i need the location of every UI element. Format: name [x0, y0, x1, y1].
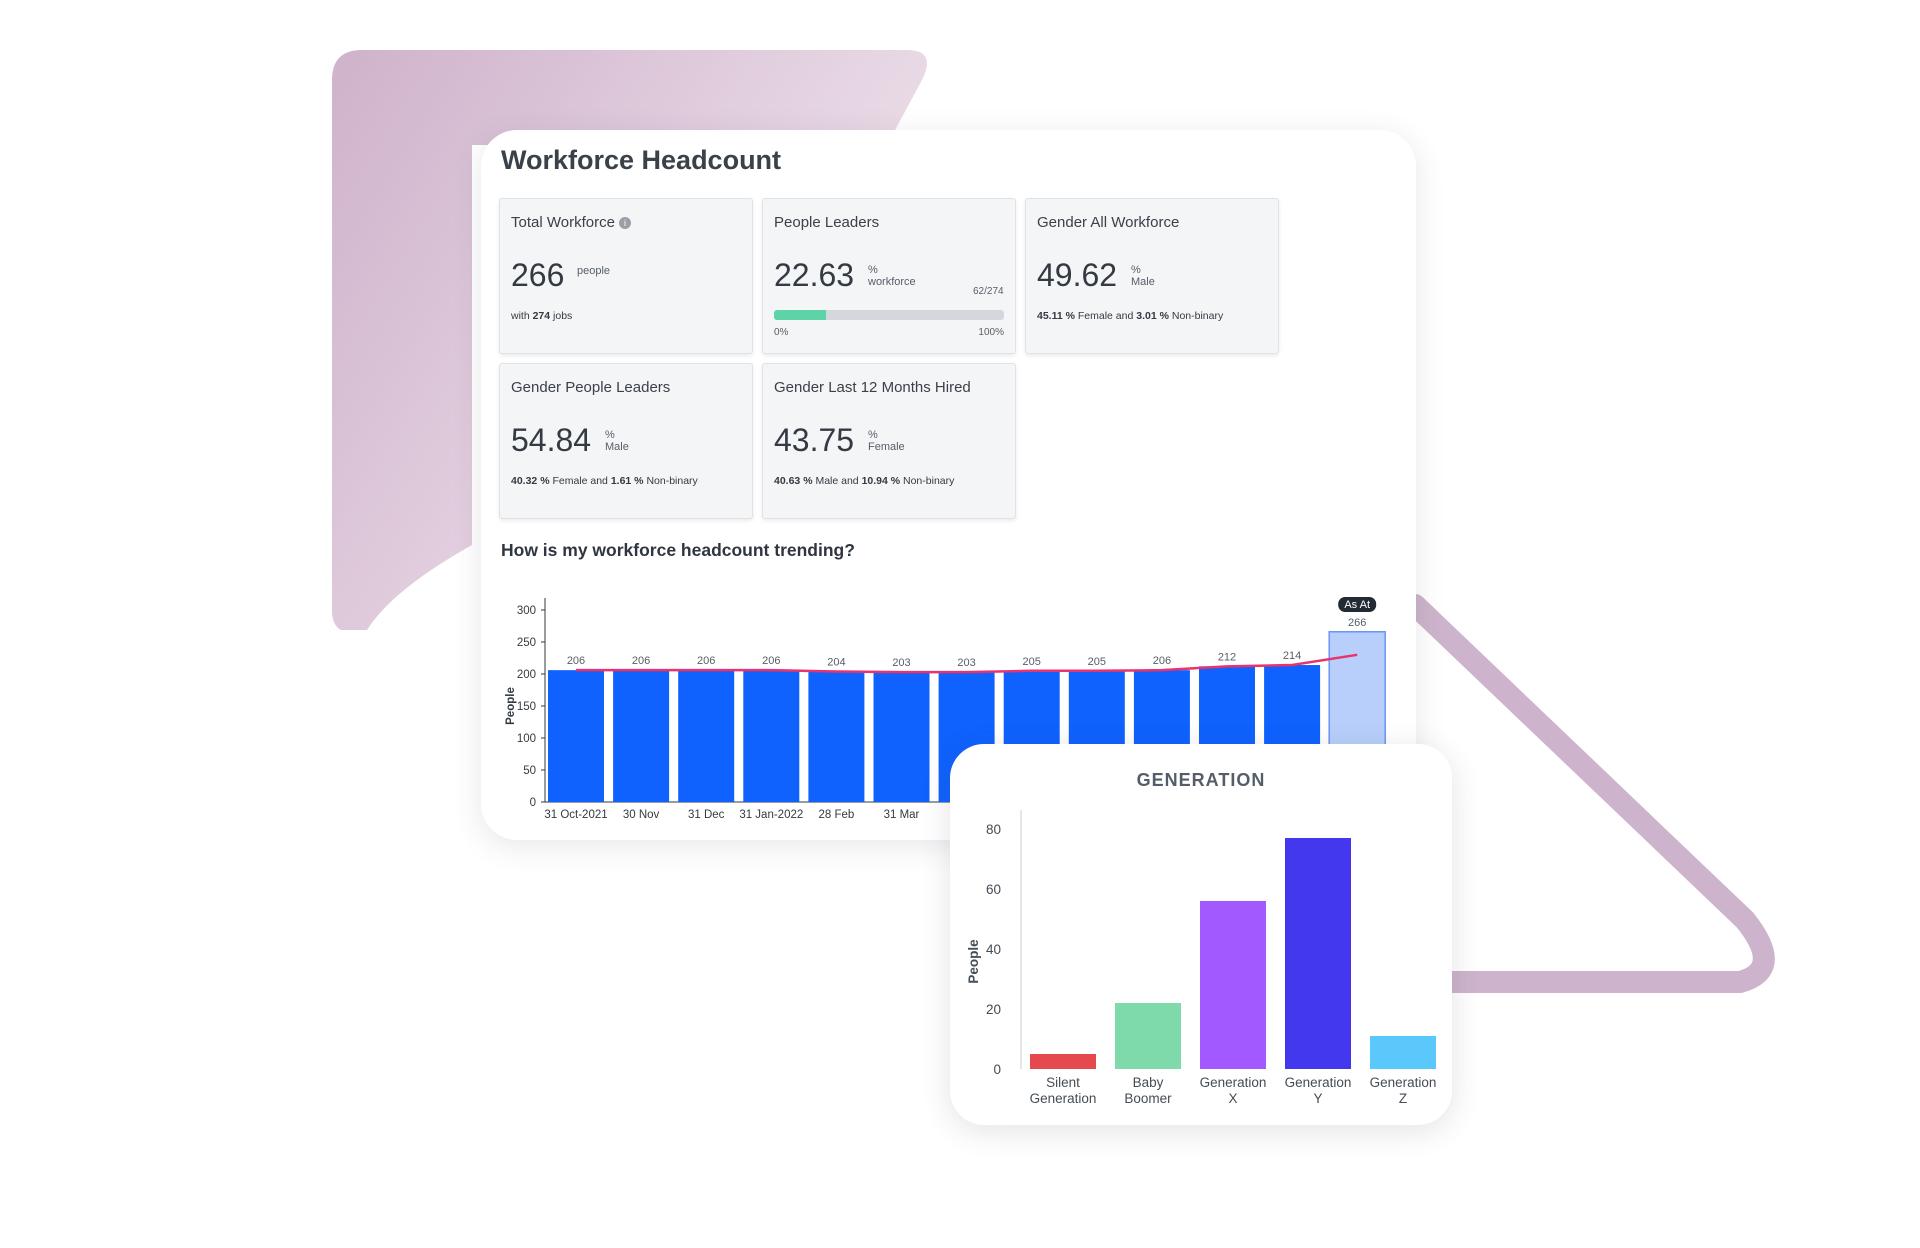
bar	[1200, 901, 1266, 1069]
bar	[678, 670, 735, 802]
background-loop	[1404, 594, 1775, 993]
bar	[548, 670, 604, 802]
progress-max-label: 100%	[978, 327, 1004, 338]
data-label: 206	[697, 655, 715, 667]
data-label: 206	[1153, 655, 1171, 667]
y-tick-label: 250	[517, 637, 536, 649]
bar	[873, 672, 930, 802]
total-workforce-tile[interactable]: Total Workforce i 266 people with 274 job…	[499, 198, 753, 354]
tile-unit: % workforce	[868, 264, 916, 288]
x-tick-label: 28 Feb	[818, 809, 854, 821]
progress-bar	[774, 310, 1004, 320]
tile-value: 43.75	[774, 422, 855, 458]
x-tick-label: 31 Dec	[688, 809, 725, 821]
x-tick-label: Baby	[1133, 1075, 1164, 1090]
x-tick-label: 31 Jan-2022	[739, 809, 803, 821]
background-shape	[332, 50, 927, 630]
x-tick-label: 31 Mar	[884, 809, 920, 821]
y-tick-label: 0	[993, 1062, 1001, 1077]
x-tick-label: Silent	[1046, 1075, 1080, 1090]
info-icon[interactable]: i	[618, 217, 631, 229]
x-tick-label: Generation	[1200, 1075, 1267, 1090]
data-label: 204	[827, 656, 845, 668]
tile-subtext: with 274 jobs	[511, 310, 573, 322]
x-tick-label: Boomer	[1124, 1091, 1172, 1106]
tile-label: Total Workforce	[511, 214, 615, 231]
generation-chart: 020406080PeopleSilentGenerationBabyBoome…	[966, 810, 1437, 1106]
tile-unit: % Male	[1131, 264, 1155, 288]
tile-label: Gender People Leaders	[511, 379, 671, 396]
chart-title: GENERATION	[1136, 770, 1266, 790]
y-tick-label: 0	[530, 797, 536, 809]
data-label: 214	[1283, 650, 1301, 662]
x-tick-label: Generation	[1370, 1075, 1437, 1090]
trend-question-heading: How is my workforce headcount trending?	[501, 540, 855, 560]
tile-value: 49.62	[1037, 257, 1118, 293]
tile-ratio: 62/274	[973, 286, 1004, 297]
tile-label: Gender All Workforce	[1037, 214, 1180, 231]
tile-subtext: 45.11 % Female and 3.01 % Non-binary	[1037, 310, 1224, 322]
bar	[613, 670, 670, 802]
x-tick-label: Generation	[1030, 1091, 1097, 1106]
tile-value: 54.84	[511, 422, 592, 458]
y-tick-label: 200	[517, 669, 536, 681]
tile-subtext: 40.32 % Female and 1.61 % Non-binary	[511, 475, 698, 487]
data-label: 205	[1023, 656, 1041, 668]
data-label: 203	[892, 657, 910, 669]
bar	[1115, 1003, 1181, 1069]
people-leaders-tile[interactable]: People Leaders 22.63 % workforce 62/274 0…	[762, 198, 1016, 354]
y-tick-label: 150	[517, 701, 536, 713]
y-tick-label: 100	[517, 733, 536, 745]
y-axis-label: People	[966, 939, 981, 984]
x-tick-label: 31 Oct-2021	[544, 809, 607, 821]
y-tick-label: 60	[986, 882, 1001, 897]
as-at-badge-label: As At	[1344, 599, 1370, 611]
tile-label: People Leaders	[774, 214, 880, 231]
data-label: 206	[632, 655, 650, 667]
tile-unit: % Female	[868, 429, 905, 453]
bar	[808, 671, 865, 802]
generation-card: GENERATION 0 20 40 60 80 People Silent Generati…	[950, 744, 1452, 1125]
tile-subtext: 40.63 % Male and 10.94 % Non-binary	[774, 475, 955, 487]
x-tick-label: 30 Nov	[623, 809, 660, 821]
x-tick-label: Generation	[1285, 1075, 1352, 1090]
tile-value: 266	[511, 257, 565, 293]
data-label: 206	[762, 655, 780, 667]
data-label: 266	[1348, 617, 1366, 629]
tile-label: Gender Last 12 Months Hired	[774, 379, 971, 396]
y-tick-label: 40	[986, 942, 1001, 957]
trend-line	[576, 653, 1358, 674]
data-label: 212	[1218, 651, 1236, 663]
workforce-headcount-card: Workforce Headcount Total Workforce i 266…	[481, 130, 1416, 840]
x-tick-label: X	[1228, 1091, 1237, 1106]
gender-people-leaders-tile[interactable]: Gender People Leaders 54.84 % Male 40.32 …	[499, 363, 753, 519]
tile-unit: people	[577, 265, 611, 277]
y-tick-label: 50	[523, 765, 536, 777]
bar	[1285, 838, 1351, 1069]
tile-unit: % Male	[605, 429, 629, 453]
gender-all-workforce-tile[interactable]: Gender All Workforce 49.62 % Male 45.11 %…	[1025, 198, 1279, 354]
data-label: 205	[1088, 656, 1106, 668]
progress-min-label: 0%	[774, 327, 789, 338]
progress-fill	[774, 310, 827, 320]
y-axis-label: People	[505, 687, 517, 725]
y-tick-label: 300	[517, 605, 536, 617]
data-label: 206	[567, 655, 585, 667]
as-at-badge	[1338, 597, 1377, 612]
y-tick-label: 80	[986, 822, 1001, 837]
page-title: Workforce Headcount	[501, 145, 782, 175]
y-tick-label: 20	[986, 1002, 1001, 1017]
bar	[743, 670, 800, 802]
data-label: 203	[957, 657, 975, 669]
bar	[1370, 1036, 1436, 1069]
x-tick-label: Z	[1399, 1091, 1407, 1106]
x-tick-label: Y	[1313, 1091, 1322, 1106]
gender-hired-tile[interactable]: Gender Last 12 Months Hired 43.75 % Femal…	[762, 363, 1016, 519]
bar	[1030, 1054, 1096, 1069]
tile-value: 22.63	[774, 257, 855, 293]
